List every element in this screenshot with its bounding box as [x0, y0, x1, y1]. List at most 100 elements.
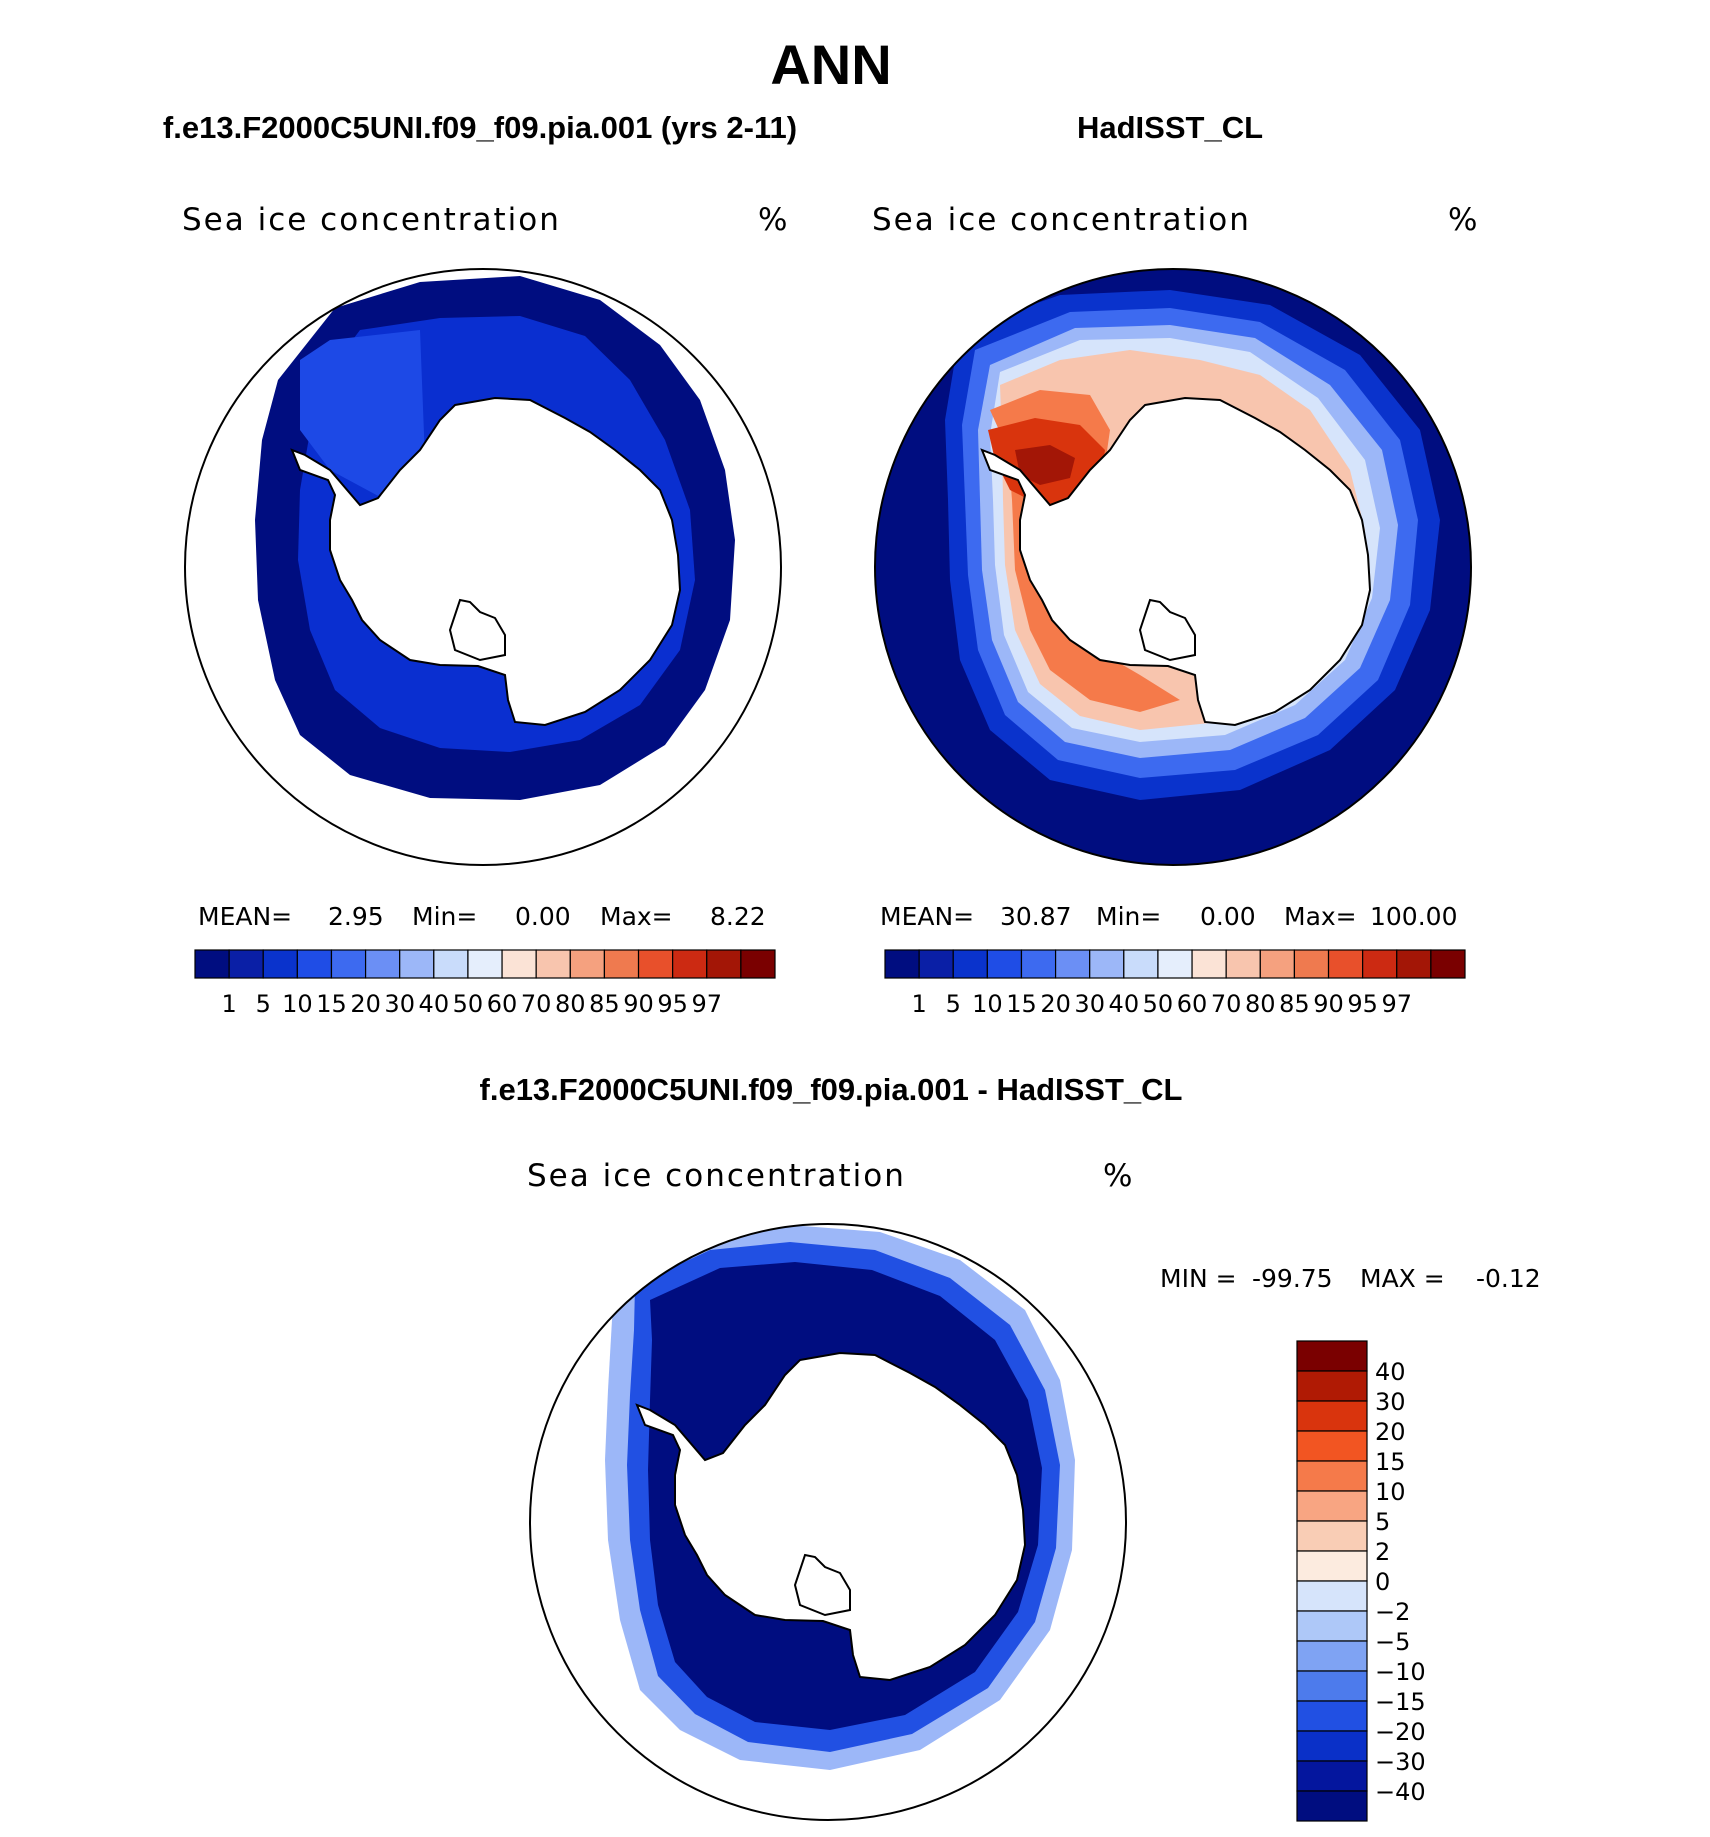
- diff-colorbar-swatch: [1296, 1580, 1368, 1612]
- diff-max-value: -0.12: [1476, 1264, 1541, 1293]
- diff-colorbar-swatch: [1296, 1640, 1368, 1672]
- obs-colorbar-tick-label: 70: [1211, 990, 1242, 1018]
- obs-colorbar-swatch: [1054, 949, 1091, 979]
- model-colorbar-swatch: [399, 949, 435, 979]
- obs-stats: MEAN= 30.87 Min= 0.00 Max= 100.00: [880, 902, 1457, 931]
- obs-colorbar-swatch: [1123, 949, 1159, 979]
- model-colorbar-tick-label: 85: [589, 990, 620, 1018]
- model-colorbar-swatch: [296, 949, 333, 979]
- model-colorbar-tick-label: 97: [691, 990, 722, 1018]
- obs-colorbar-swatch: [1293, 949, 1330, 979]
- diff-colorbar-swatch: [1296, 1340, 1368, 1372]
- obs-map-border: [874, 268, 1472, 866]
- model-colorbar-tick-label: 1: [221, 990, 236, 1018]
- diff-min-label: MIN =: [1160, 1264, 1237, 1293]
- model-panel-title: f.e13.F2000C5UNI.f09_f09.pia.001 (yrs 2-…: [162, 110, 798, 145]
- diff-colorbar-swatch: [1296, 1400, 1368, 1432]
- model-panel: Sea ice concentration % MEAN= 2.95 Min= …: [182, 202, 787, 1018]
- obs-colorbar-tick-label: 60: [1177, 990, 1208, 1018]
- model-colorbar-swatch: [194, 949, 230, 979]
- diff-colorbar-swatch: [1296, 1760, 1368, 1792]
- obs-units-label: %: [1448, 202, 1477, 238]
- obs-colorbar-swatch: [1327, 949, 1364, 979]
- model-colorbar-swatch: [364, 949, 401, 979]
- model-mean-label: MEAN=: [198, 902, 292, 931]
- model-colorbar-swatch: [706, 949, 742, 979]
- model-colorbar-swatch: [501, 949, 537, 979]
- obs-colorbar-tick-label: 15: [1006, 990, 1037, 1018]
- model-colorbar-swatch: [535, 949, 571, 979]
- diff-min-value: -99.75: [1252, 1264, 1333, 1293]
- diff-ross-ice-bump: [793, 1553, 851, 1617]
- obs-colorbar-swatch: [1362, 949, 1398, 979]
- model-colorbar-swatch: [262, 949, 298, 979]
- obs-colorbar-tick-label: 95: [1347, 990, 1378, 1018]
- model-map: [185, 269, 781, 865]
- obs-panel: Sea ice concentration % MEAN= 30.87 Min=…: [872, 202, 1477, 1018]
- model-max-value: 8.22: [710, 902, 766, 931]
- obs-mean-value: 30.87: [1000, 902, 1072, 931]
- model-colorbar-tick-label: 10: [282, 990, 313, 1018]
- model-colorbar-swatch: [603, 949, 640, 979]
- diff-colorbar-swatch: [1296, 1610, 1368, 1642]
- model-colorbar: 1 5 10 15 20 30 40 50 60 70 80 85 90 95 97: [194, 949, 776, 1018]
- model-variable-label: Sea ice concentration: [182, 202, 561, 238]
- obs-weddell-core: [1015, 445, 1075, 485]
- obs-colorbar-swatch: [1191, 949, 1227, 979]
- model-colorbar-swatch: [740, 949, 776, 979]
- diff-colorbar-tick-label: 20: [1375, 1418, 1406, 1446]
- model-colorbar-swatch: [228, 949, 264, 979]
- obs-min-label: Min=: [1096, 902, 1161, 931]
- model-colorbar-tick-label: 50: [453, 990, 484, 1018]
- obs-colorbar-swatch: [1430, 949, 1466, 979]
- model-mean-value: 2.95: [328, 902, 384, 931]
- model-colorbar-tick-label: 80: [555, 990, 586, 1018]
- diff-colorbar-tick-label: −10: [1375, 1658, 1426, 1686]
- diff-colorbar-tick-label: 2: [1375, 1538, 1390, 1566]
- obs-colorbar-tick-label: 80: [1245, 990, 1276, 1018]
- diff-colorbar-tick-label: 40: [1375, 1358, 1406, 1386]
- diff-colorbar-tick-label: −40: [1375, 1778, 1426, 1806]
- diff-colorbar-swatch: [1296, 1550, 1368, 1582]
- obs-colorbar-swatch: [1157, 949, 1193, 979]
- diff-colorbar-swatch: [1296, 1670, 1368, 1702]
- diff-colorbar-tick-label: 0: [1375, 1568, 1390, 1596]
- diff-max-label: MAX =: [1360, 1264, 1445, 1293]
- obs-variable-label: Sea ice concentration: [872, 202, 1251, 238]
- obs-map: [875, 269, 1471, 865]
- diff-colorbar-swatch: [1296, 1730, 1368, 1762]
- diff-colorbar-tick-label: −20: [1375, 1718, 1426, 1746]
- model-ross-ice-bump: [448, 598, 506, 662]
- model-colorbar-tick-label: 20: [350, 990, 381, 1018]
- diff-colorbar-swatch: [1296, 1460, 1368, 1492]
- diff-colorbar-tick-label: −5: [1375, 1628, 1410, 1656]
- obs-colorbar-tick-label: 85: [1279, 990, 1310, 1018]
- model-colorbar-tick-label: 40: [419, 990, 450, 1018]
- diff-map: [530, 1224, 1126, 1820]
- obs-ross-ice-bump: [1138, 598, 1196, 662]
- obs-colorbar-swatch: [1396, 949, 1432, 979]
- model-stats: MEAN= 2.95 Min= 0.00 Max= 8.22: [198, 902, 766, 931]
- model-colorbar-tick-label: 90: [623, 990, 654, 1018]
- obs-colorbar-tick-label: 50: [1143, 990, 1174, 1018]
- diff-colorbar-swatch: [1296, 1700, 1368, 1732]
- obs-colorbar-tick-label: 97: [1381, 990, 1412, 1018]
- diff-variable-label: Sea ice concentration: [527, 1158, 906, 1194]
- figure-title: ANN: [770, 33, 892, 96]
- model-colorbar-swatch: [433, 949, 469, 979]
- model-colorbar-tick-label: 5: [256, 990, 271, 1018]
- obs-colorbar-swatch: [952, 949, 988, 979]
- obs-colorbar-swatch: [1225, 949, 1261, 979]
- diff-colorbar-swatch: [1296, 1430, 1368, 1462]
- obs-max-value: 100.00: [1370, 902, 1457, 931]
- diff-units-label: %: [1103, 1158, 1132, 1194]
- diff-map-border: [529, 1223, 1127, 1821]
- diff-colorbar-swatch: [1296, 1370, 1368, 1402]
- model-max-label: Max=: [600, 902, 673, 931]
- diff-stats: MIN = -99.75 MAX = -0.12: [1160, 1264, 1541, 1293]
- model-colorbar-tick-label: 60: [487, 990, 518, 1018]
- obs-colorbar-tick-label: 20: [1040, 990, 1071, 1018]
- obs-min-value: 0.00: [1200, 902, 1256, 931]
